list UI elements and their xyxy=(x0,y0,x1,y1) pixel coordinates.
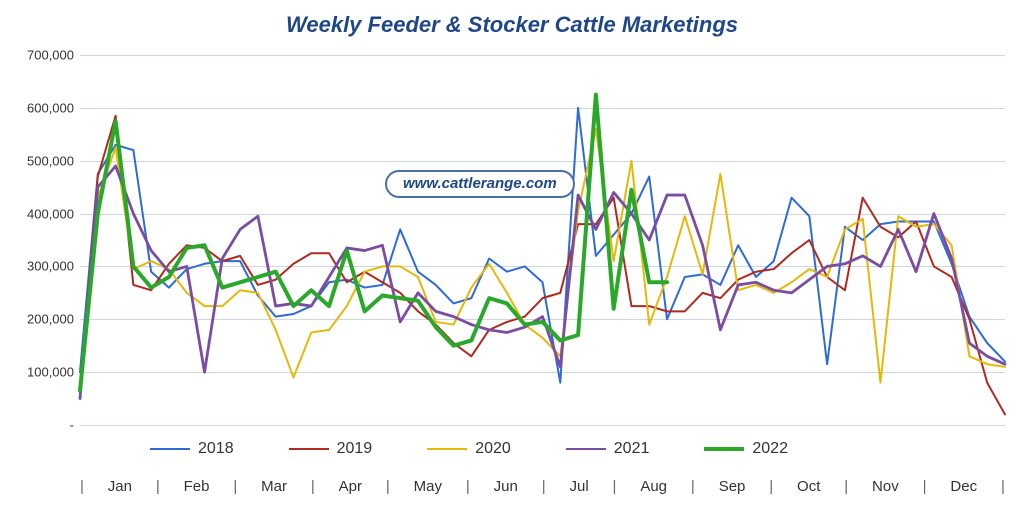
x-axis-separator: | xyxy=(233,478,237,498)
x-axis-separator: | xyxy=(769,478,773,498)
plot-area: www.cattlerange.com xyxy=(80,55,1005,425)
x-axis-separator: | xyxy=(80,478,84,498)
x-axis-label: Apr xyxy=(339,478,362,498)
y-axis-label: 200,000 xyxy=(27,312,74,327)
x-axis-label: Nov xyxy=(872,478,899,498)
x-axis-separator: | xyxy=(613,478,617,498)
x-axis-label: Aug xyxy=(640,478,667,498)
chart-container: Weekly Feeder & Stocker Cattle Marketing… xyxy=(0,0,1024,508)
legend-item-2022: 2022 xyxy=(704,440,788,458)
legend-swatch xyxy=(150,448,190,450)
y-axis-label: 400,000 xyxy=(27,206,74,221)
legend-swatch xyxy=(704,447,744,451)
x-axis-label: Feb xyxy=(184,478,210,498)
legend-label: 2021 xyxy=(614,440,650,458)
legend-item-2020: 2020 xyxy=(427,440,511,458)
x-axis-separator: | xyxy=(466,478,470,498)
legend-swatch xyxy=(427,448,467,450)
watermark-badge: www.cattlerange.com xyxy=(385,170,575,198)
legend-swatch xyxy=(289,448,329,450)
legend: 2018 2019 2020 2021 2022 xyxy=(150,440,950,458)
grid-line xyxy=(80,425,1005,426)
legend-label: 2022 xyxy=(752,440,788,458)
legend-item-2018: 2018 xyxy=(150,440,234,458)
series-line-2022 xyxy=(80,95,667,391)
series-line-2019 xyxy=(80,116,1005,415)
y-axis-label: 100,000 xyxy=(27,365,74,380)
legend-label: 2019 xyxy=(337,440,373,458)
x-axis-label: Oct xyxy=(797,478,820,498)
y-axis-label: - xyxy=(70,418,74,433)
y-axis-label: 600,000 xyxy=(27,100,74,115)
chart-title: Weekly Feeder & Stocker Cattle Marketing… xyxy=(0,12,1024,38)
legend-label: 2020 xyxy=(475,440,511,458)
legend-label: 2018 xyxy=(198,440,234,458)
y-axis-label: 500,000 xyxy=(27,153,74,168)
legend-swatch xyxy=(566,448,606,450)
legend-item-2021: 2021 xyxy=(566,440,650,458)
x-axis-label: Sep xyxy=(719,478,746,498)
x-axis-label: Jun xyxy=(494,478,518,498)
x-axis-label: Dec xyxy=(950,478,977,498)
y-axis-label: 700,000 xyxy=(27,48,74,63)
line-series-svg xyxy=(80,55,1005,425)
x-axis-separator: | xyxy=(844,478,848,498)
x-axis-label: Mar xyxy=(261,478,287,498)
x-axis-separator: | xyxy=(386,478,390,498)
x-axis-separator: | xyxy=(923,478,927,498)
y-axis-label: 300,000 xyxy=(27,259,74,274)
legend-item-2019: 2019 xyxy=(289,440,373,458)
x-axis-separator: | xyxy=(311,478,315,498)
x-axis-label: May xyxy=(414,478,442,498)
x-axis-label: Jul xyxy=(569,478,588,498)
x-axis-label: Jan xyxy=(108,478,132,498)
x-axis-separator: | xyxy=(1001,478,1005,498)
x-axis-labels: | Jan | Feb | Mar | Apr | May | Jun | Jul | Aug | Sep | Oct… xyxy=(80,478,1005,498)
x-axis-separator: | xyxy=(542,478,546,498)
x-axis-separator: | xyxy=(156,478,160,498)
x-axis-separator: | xyxy=(691,478,695,498)
